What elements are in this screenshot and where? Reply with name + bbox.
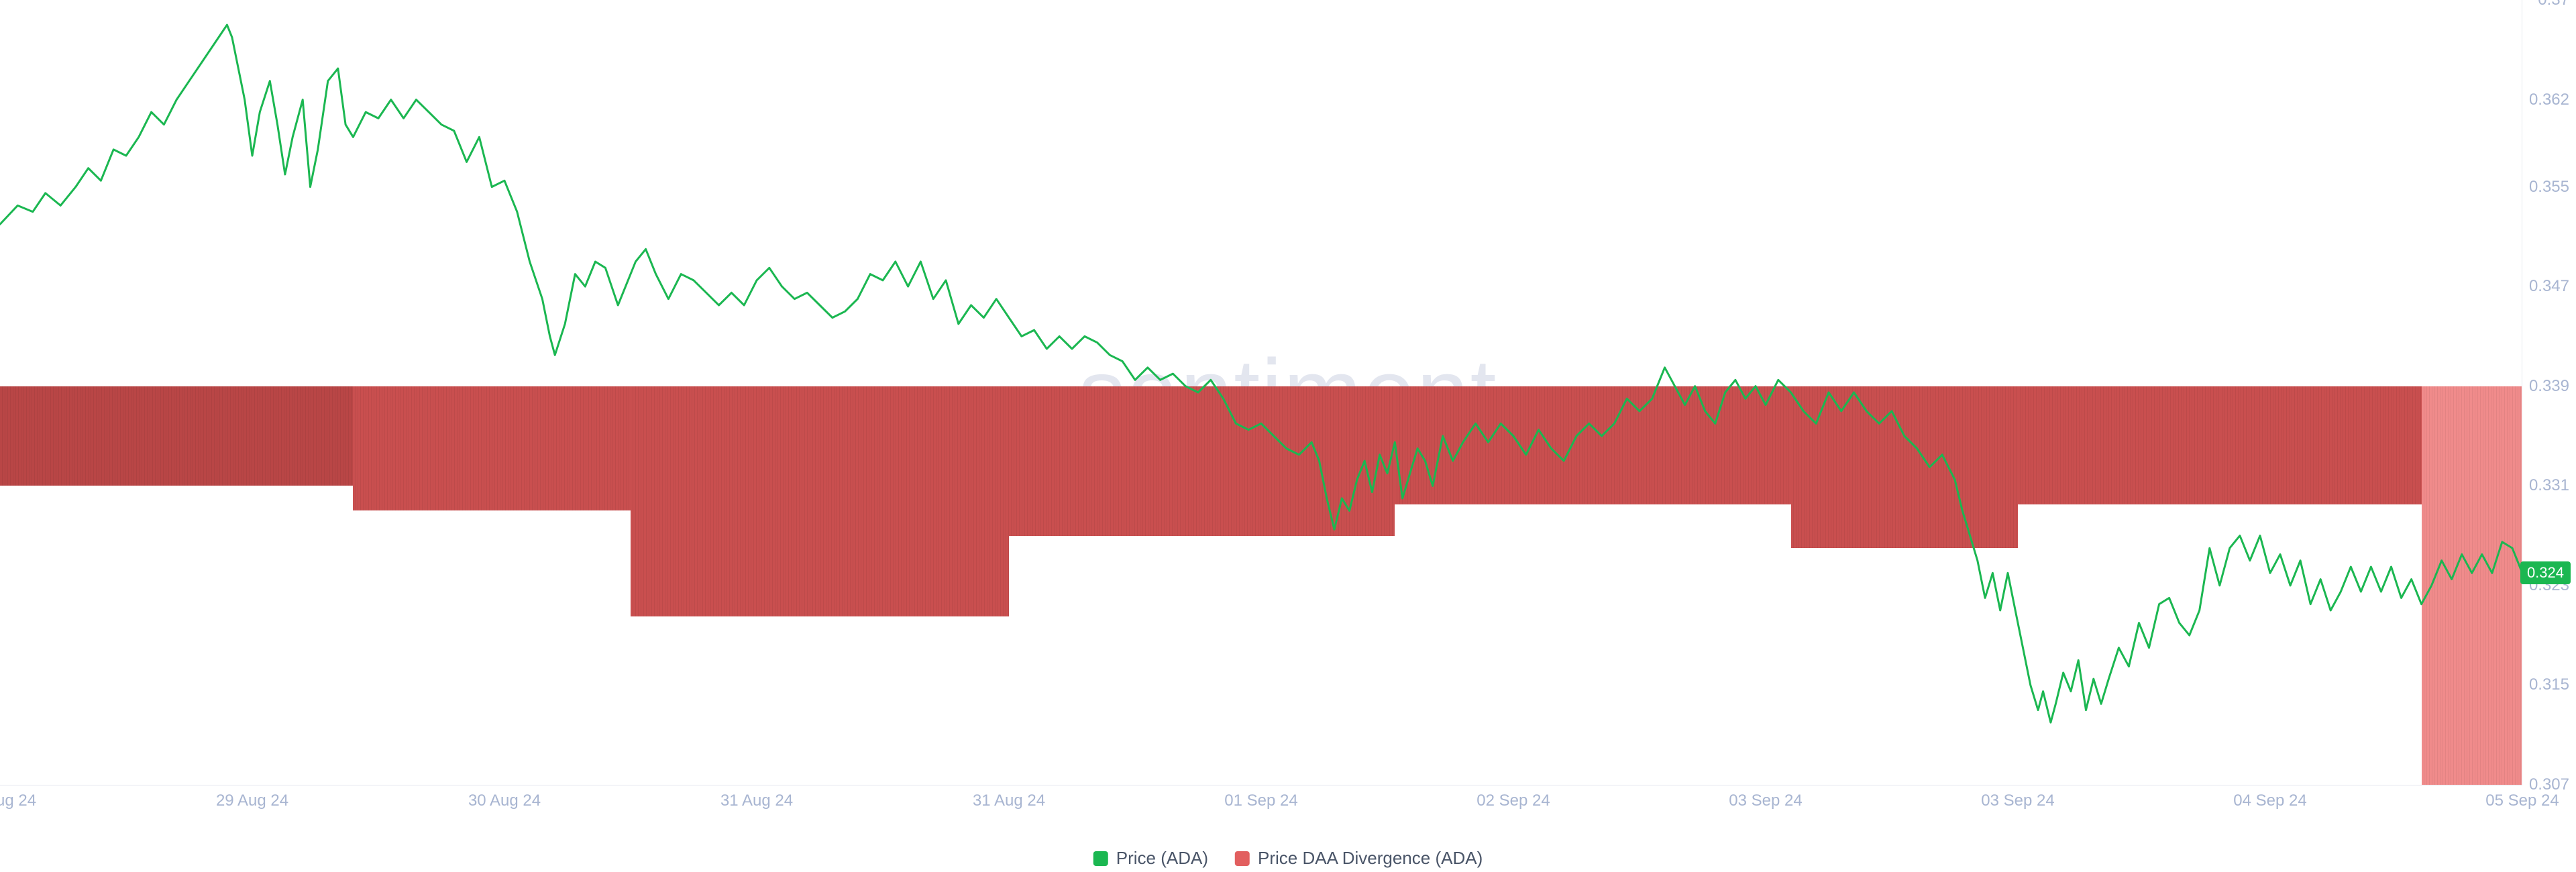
price-line-svg xyxy=(0,0,2522,785)
legend-item-daa[interactable]: Price DAA Divergence (ADA) xyxy=(1235,848,1483,869)
x-tick-label: 01 Sep 24 xyxy=(1224,792,1297,810)
x-tick-label: 03 Sep 24 xyxy=(1729,792,1802,810)
x-axis: 28 Aug 24 29 Aug 24 30 Aug 24 31 Aug 24 31 A… xyxy=(0,785,2522,825)
y-tick-label: 0.315 xyxy=(2529,675,2569,694)
legend: Price (ADA) Price DAA Divergence (ADA) xyxy=(1093,848,1483,869)
x-tick-label: 04 Sep 24 xyxy=(2233,792,2306,810)
y-tick-label: 0.331 xyxy=(2529,476,2569,495)
legend-swatch-price xyxy=(1093,851,1108,866)
y-axis: 0.370.3620.3550.3470.3390.3310.3240.3230… xyxy=(2522,0,2576,785)
y-tick-label: 0.362 xyxy=(2529,91,2569,109)
y-tick-label: 0.37 xyxy=(2538,0,2569,9)
x-tick-label: 30 Aug 24 xyxy=(468,792,541,810)
chart-container: .santiment. 0.370.3620.3550.3470.3390.33… xyxy=(0,0,2576,872)
x-tick-label: 02 Sep 24 xyxy=(1477,792,1550,810)
y-tick-label: 0.355 xyxy=(2529,178,2569,197)
x-tick-label: 03 Sep 24 xyxy=(1981,792,2054,810)
y-tick-label: 0.347 xyxy=(2529,277,2569,296)
plot-area[interactable] xyxy=(0,0,2522,785)
y-tick-label: 0.339 xyxy=(2529,377,2569,396)
x-tick-label: 29 Aug 24 xyxy=(216,792,288,810)
price-current-badge: 0.324 xyxy=(2520,561,2571,584)
legend-label-daa: Price DAA Divergence (ADA) xyxy=(1258,848,1483,869)
legend-item-price[interactable]: Price (ADA) xyxy=(1093,848,1208,869)
price-line-path xyxy=(0,25,2522,722)
x-tick-label: 05 Sep 24 xyxy=(2485,792,2559,810)
price-current-value: 0.324 xyxy=(2527,564,2564,581)
x-tick-label: 31 Aug 24 xyxy=(973,792,1045,810)
legend-label-price: Price (ADA) xyxy=(1116,848,1208,869)
x-tick-label: 28 Aug 24 xyxy=(0,792,36,810)
legend-swatch-daa xyxy=(1235,851,1250,866)
x-tick-label: 31 Aug 24 xyxy=(720,792,793,810)
